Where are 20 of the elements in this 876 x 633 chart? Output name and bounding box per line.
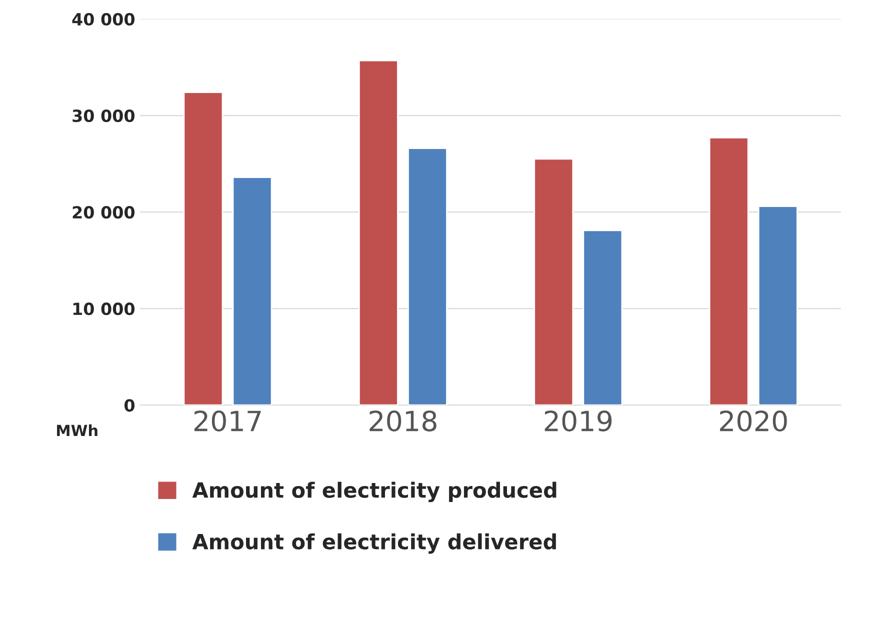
bar (582, 230, 623, 406)
bar (232, 176, 272, 406)
x-tick-label: 2020 (720, 410, 787, 432)
legend-label: Amount of electricity produced (192, 482, 556, 502)
y-axis-title: MWh (57, 424, 98, 436)
bar (534, 158, 574, 406)
y-tick-label: 30 000 (72, 109, 135, 122)
y-tick-label: 20 000 (72, 206, 135, 219)
y-tick-label: 0 (124, 399, 134, 412)
bar (408, 148, 448, 406)
y-tick-label: 10 000 (73, 302, 135, 316)
bar (708, 137, 749, 406)
x-tick-label: 2019 (544, 410, 612, 432)
y-tick-label: 40 000 (72, 12, 135, 26)
x-tick-label: 2018 (370, 410, 436, 432)
bar (758, 206, 798, 406)
legend-label: Amount of electricity delivered (192, 533, 556, 554)
bar (183, 92, 224, 406)
x-tick-label: 2017 (194, 410, 261, 432)
bar (358, 60, 398, 406)
